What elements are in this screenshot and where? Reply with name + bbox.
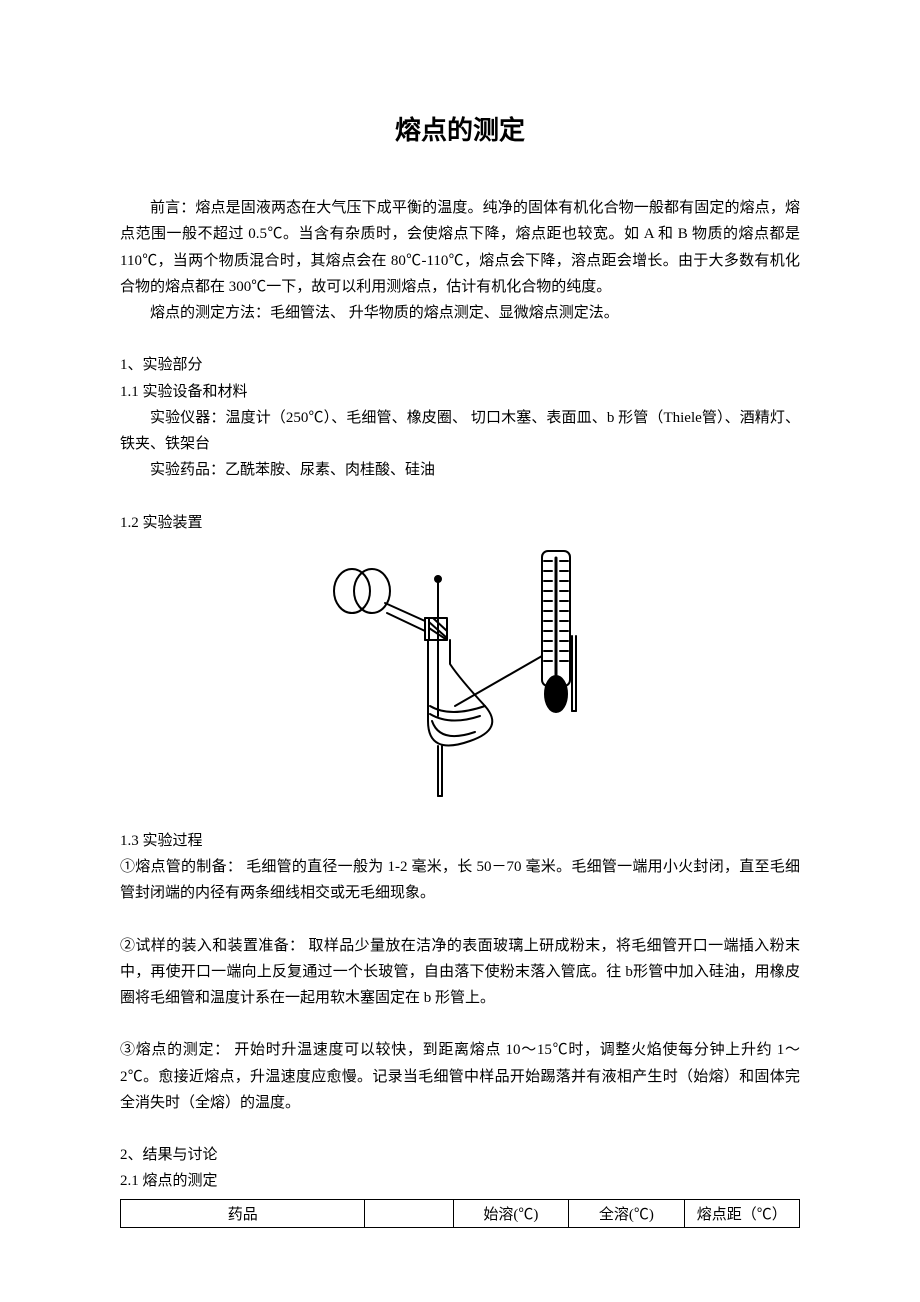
section-2-heading: 2、结果与讨论: [120, 1142, 800, 1168]
preface-paragraph-1: 前言：熔点是固液两态在大气压下成平衡的温度。纯净的固体有机化合物一般都有固定的熔…: [120, 195, 800, 300]
table-header-empty: [365, 1199, 453, 1227]
section-2-1-heading: 2.1 熔点的测定: [120, 1168, 800, 1194]
instruments-text: 实验仪器：温度计（250℃）、毛细管、橡皮圈、 切口木塞、表面皿、b 形管（Th…: [120, 405, 800, 458]
preface-paragraph-2: 熔点的测定方法：毛细管法、 升华物质的熔点测定、显微熔点测定法。: [120, 300, 800, 326]
table-header-drug: 药品: [121, 1199, 365, 1227]
page-title: 熔点的测定: [120, 110, 800, 147]
apparatus-diagram-container: [120, 546, 800, 818]
section-1-3-heading: 1.3 实验过程: [120, 828, 800, 854]
table-header-range: 熔点距（℃）: [684, 1199, 799, 1227]
procedure-2: ②试样的装入和装置准备： 取样品少量放在洁净的表面玻璃上研成粉末，将毛细管开口一…: [120, 933, 800, 1012]
procedure-1: ①熔点管的制备： 毛细管的直径一般为 1-2 毫米，长 50－70 毫米。毛细管…: [120, 854, 800, 907]
table-header-start: 始溶(℃): [453, 1199, 568, 1227]
section-1-1-heading: 1.1 实验设备和材料: [120, 379, 800, 405]
apparatus-diagram: [310, 546, 610, 818]
section-1-2-heading: 1.2 实验装置: [120, 510, 800, 536]
table-header-row: 药品 始溶(℃) 全溶(℃) 熔点距（℃）: [121, 1199, 800, 1227]
table-header-full: 全溶(℃): [569, 1199, 684, 1227]
procedure-3: ③熔点的测定： 开始时升温速度可以较快，到距离熔点 10～15℃时，调整火焰使每…: [120, 1037, 800, 1116]
results-table: 药品 始溶(℃) 全溶(℃) 熔点距（℃）: [120, 1199, 800, 1228]
section-1-heading: 1、实验部分: [120, 352, 800, 378]
reagents-text: 实验药品：乙酰苯胺、尿素、肉桂酸、硅油: [120, 457, 800, 483]
